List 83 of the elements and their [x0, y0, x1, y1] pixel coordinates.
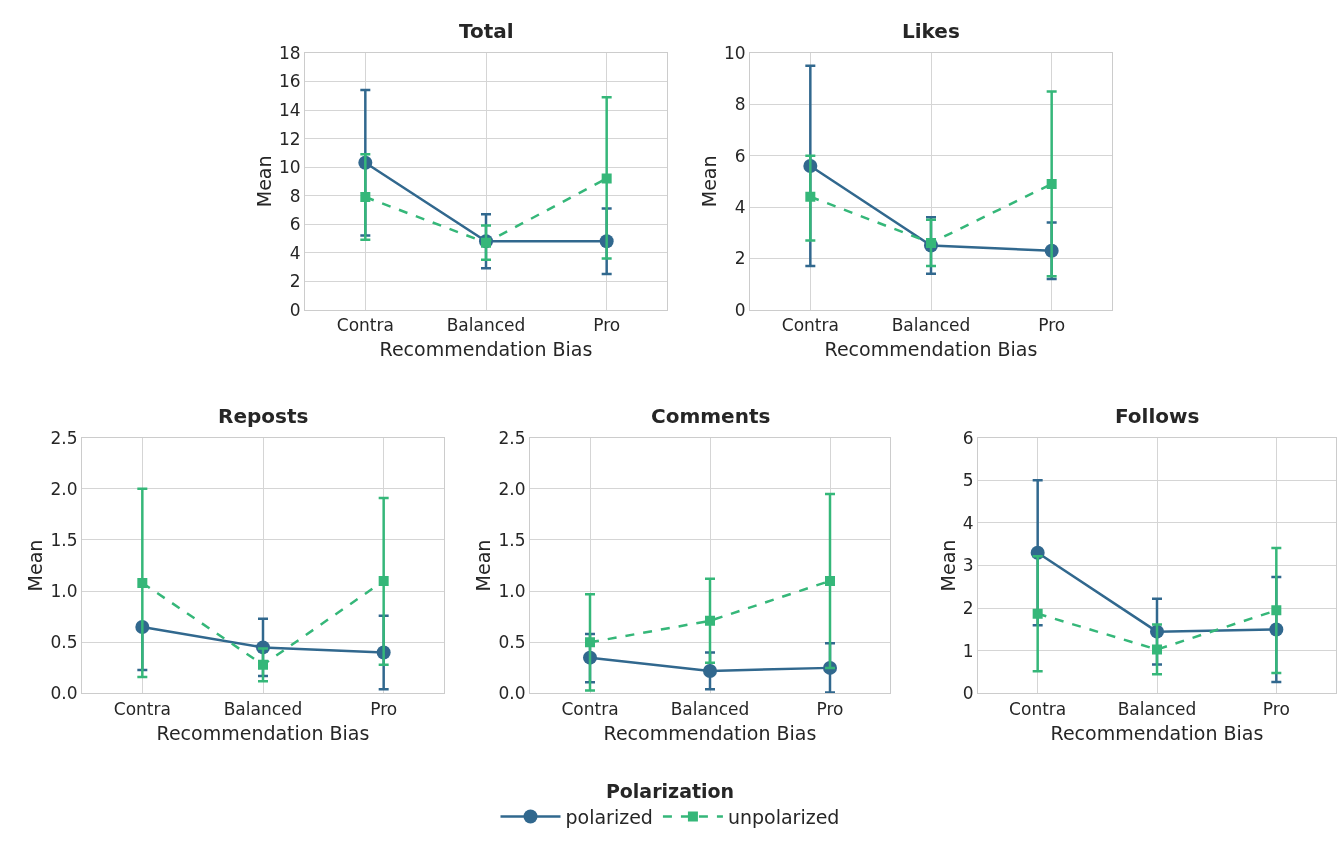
- chart-title: Follows: [1115, 404, 1200, 428]
- y-tick-label: 12: [278, 128, 301, 149]
- y-tick-label: 8: [289, 185, 301, 206]
- point: [585, 637, 595, 648]
- point: [378, 575, 389, 586]
- point: [137, 577, 148, 588]
- x-tick-label: Pro: [593, 315, 621, 336]
- x-tick-label: Contra: [561, 698, 619, 719]
- x-tick-label: Contra: [781, 315, 839, 336]
- point: [258, 659, 268, 670]
- legend-title: Polarization: [605, 779, 735, 802]
- y-tick-label: 0.5: [498, 632, 526, 653]
- y-tick-label: 0: [962, 683, 974, 704]
- y-tick-label: 0.5: [50, 632, 78, 653]
- y-tick-label: 8: [734, 94, 746, 115]
- y-tick-label: 0.0: [498, 683, 526, 704]
- y-tick-label: 2.0: [50, 478, 78, 499]
- legend-label: unpolarized: [727, 805, 840, 828]
- y-axis-title: Mean: [697, 155, 720, 208]
- y-tick-label: 1: [962, 640, 974, 661]
- point: [1032, 608, 1043, 619]
- x-tick-label: Pro: [370, 698, 398, 719]
- y-axis-title: Mean: [936, 539, 959, 592]
- x-tick-label: Contra: [1009, 698, 1067, 719]
- point: [1152, 644, 1162, 655]
- y-tick-label: 2.5: [50, 427, 78, 448]
- x-tick-label: Balanced: [446, 315, 526, 336]
- y-tick-label: 1.5: [498, 529, 526, 550]
- y-tick-label: 6: [962, 427, 974, 448]
- y-tick-label: 4: [734, 196, 746, 217]
- y-tick-label: 5: [962, 470, 974, 491]
- y-tick-label: 0: [289, 299, 301, 320]
- x-tick-label: Balanced: [891, 315, 971, 336]
- y-tick-label: 1.5: [50, 529, 78, 550]
- chart-title: Total: [459, 19, 514, 43]
- x-tick-label: Pro: [1038, 315, 1066, 336]
- x-tick-label: Pro: [816, 698, 844, 719]
- x-axis-title: Recommendation Bias: [603, 721, 817, 744]
- point: [805, 191, 816, 202]
- x-tick-label: Contra: [336, 315, 394, 336]
- x-axis-title: Recommendation Bias: [379, 337, 593, 360]
- x-tick-label: Balanced: [223, 698, 303, 719]
- x-axis-title: Recommendation Bias: [824, 337, 1038, 360]
- y-tick-label: 4: [289, 242, 301, 263]
- y-axis-title: Mean: [252, 155, 275, 208]
- chart-title: Likes: [902, 19, 960, 43]
- point: [1271, 605, 1282, 616]
- x-tick-label: Balanced: [1117, 698, 1197, 719]
- y-tick-label: 6: [289, 214, 301, 235]
- point: [360, 192, 371, 203]
- legend-label: polarized: [565, 805, 653, 828]
- y-tick-label: 2.5: [498, 427, 526, 448]
- y-axis-title: Mean: [472, 539, 495, 592]
- y-tick-label: 18: [278, 42, 301, 63]
- point: [1046, 178, 1057, 189]
- y-tick-label: 10: [723, 42, 746, 63]
- y-tick-label: 2: [734, 248, 746, 269]
- point: [703, 663, 717, 678]
- y-tick-label: 2.0: [498, 478, 526, 499]
- y-axis-title: Mean: [24, 539, 47, 592]
- point: [705, 615, 715, 626]
- point: [825, 575, 835, 586]
- y-tick-label: 10: [278, 157, 301, 178]
- x-axis-title: Recommendation Bias: [156, 721, 370, 744]
- y-tick-label: 4: [962, 512, 974, 533]
- chart-title: Reposts: [218, 404, 309, 428]
- x-tick-label: Pro: [1262, 698, 1290, 719]
- y-tick-label: 0.0: [50, 683, 78, 704]
- y-tick-label: 2: [289, 271, 301, 292]
- y-tick-label: 3: [962, 555, 974, 576]
- x-tick-label: Balanced: [670, 698, 750, 719]
- point: [926, 237, 936, 248]
- y-tick-label: 6: [734, 145, 746, 166]
- chart-title: Comments: [651, 404, 771, 428]
- y-tick-label: 1.0: [50, 581, 78, 602]
- y-tick-label: 0: [734, 299, 746, 320]
- x-tick-label: Contra: [113, 698, 171, 719]
- y-tick-label: 16: [278, 71, 301, 92]
- y-tick-label: 1.0: [498, 581, 526, 602]
- x-axis-title: Recommendation Bias: [1050, 721, 1264, 744]
- y-tick-label: 2: [962, 598, 974, 619]
- point: [601, 173, 612, 184]
- y-tick-label: 14: [278, 99, 301, 120]
